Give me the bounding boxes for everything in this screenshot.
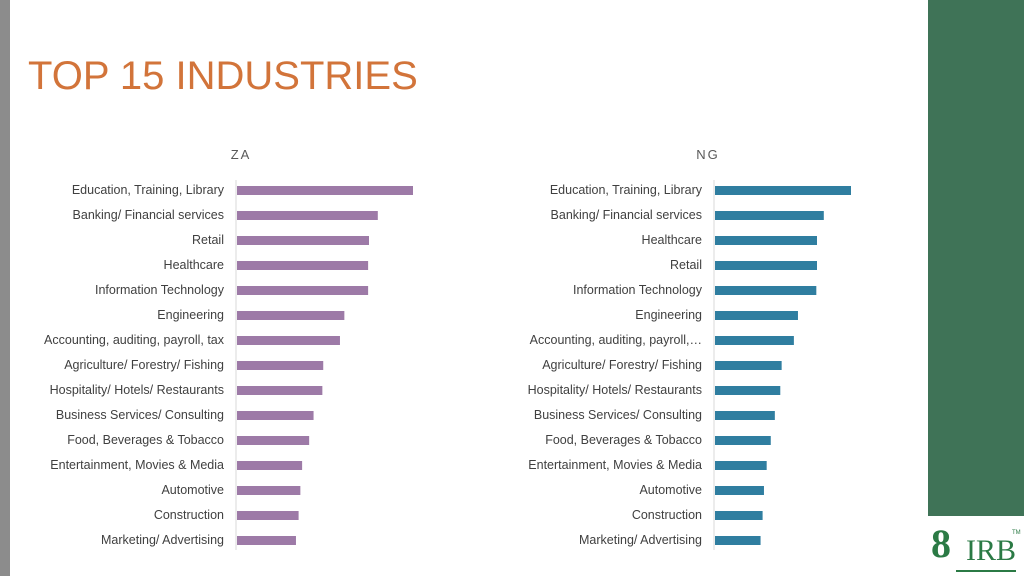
za-bar xyxy=(237,261,369,270)
left-edge-stripe xyxy=(0,0,10,576)
ng-bar xyxy=(715,386,781,395)
za-category-label: Automotive xyxy=(161,483,224,497)
logo-mark-icon: 8 xyxy=(931,521,951,566)
logo-underline xyxy=(956,570,1016,572)
ng-category-label: Construction xyxy=(632,508,702,522)
ng-category-label: Food, Beverages & Tobacco xyxy=(545,433,702,447)
ng-category-label: Banking/ Financial services xyxy=(551,208,702,222)
ng-bar xyxy=(715,461,767,470)
ng-category-label: Healthcare xyxy=(642,233,702,247)
ng-category-label: Accounting, auditing, payroll,… xyxy=(530,333,702,347)
logo-wordmark: IRB xyxy=(966,534,1017,567)
ng-bar-chart: NG Education, Training, Library Banking/ F… xyxy=(528,147,851,550)
za-category-label: Retail xyxy=(192,233,224,247)
ng-category-label: Hospitality/ Hotels/ Restaurants xyxy=(528,383,702,397)
ng-bar xyxy=(715,261,817,270)
za-category-label: Education, Training, Library xyxy=(72,183,225,197)
za-bar xyxy=(237,336,340,345)
ng-category-label: Entertainment, Movies & Media xyxy=(528,458,702,472)
ng-bar xyxy=(715,211,824,220)
za-category-label: Accounting, auditing, payroll, tax xyxy=(44,333,225,347)
ng-bar xyxy=(715,486,764,495)
ng-category-label: Agriculture/ Forestry/ Fishing xyxy=(542,358,702,372)
za-bar xyxy=(237,186,413,195)
ng-category-label: Retail xyxy=(670,258,702,272)
za-category-label: Information Technology xyxy=(95,283,225,297)
ng-bar xyxy=(715,511,763,520)
za-bar xyxy=(237,386,323,395)
za-category-label: Healthcare xyxy=(164,258,224,272)
za-category-label: Marketing/ Advertising xyxy=(101,533,224,547)
za-bar xyxy=(237,486,301,495)
za-bar xyxy=(237,236,369,245)
ng-bar xyxy=(715,311,798,320)
za-bar xyxy=(237,311,345,320)
za-category-label: Banking/ Financial services xyxy=(73,208,224,222)
ng-bar xyxy=(715,361,782,370)
ng-category-label: Engineering xyxy=(635,308,702,322)
za-bar xyxy=(237,211,378,220)
ng-chart-title: NG xyxy=(696,147,720,162)
za-bar xyxy=(237,511,299,520)
za-bar xyxy=(237,286,369,295)
ng-bar xyxy=(715,536,761,545)
irb-logo: 8 IRB TM xyxy=(928,516,1024,576)
za-category-label: Agriculture/ Forestry/ Fishing xyxy=(64,358,224,372)
za-category-label: Hospitality/ Hotels/ Restaurants xyxy=(50,383,224,397)
ng-bar xyxy=(715,336,794,345)
ng-bar xyxy=(715,286,817,295)
ng-category-label: Automotive xyxy=(639,483,702,497)
ng-category-label: Marketing/ Advertising xyxy=(579,533,702,547)
za-bar xyxy=(237,461,303,470)
za-bar xyxy=(237,411,314,420)
ng-category-label: Education, Training, Library xyxy=(550,183,703,197)
page-title: TOP 15 INDUSTRIES xyxy=(28,54,418,98)
za-chart-title: ZA xyxy=(231,147,252,162)
logo-tm: TM xyxy=(1012,530,1021,536)
za-bar xyxy=(237,361,324,370)
za-bar-chart: ZA Education, Training, Library Banking/ F… xyxy=(44,147,413,550)
za-category-label: Food, Beverages & Tobacco xyxy=(67,433,224,447)
ng-bar xyxy=(715,436,771,445)
za-category-label: Entertainment, Movies & Media xyxy=(50,458,224,472)
ng-category-label: Information Technology xyxy=(573,283,703,297)
right-side-band xyxy=(928,0,1024,576)
za-bar xyxy=(237,536,296,545)
za-category-label: Business Services/ Consulting xyxy=(56,408,224,422)
ng-bar xyxy=(715,186,851,195)
ng-bar xyxy=(715,411,775,420)
za-bar xyxy=(237,436,310,445)
ng-bar xyxy=(715,236,817,245)
za-category-label: Construction xyxy=(154,508,224,522)
ng-category-label: Business Services/ Consulting xyxy=(534,408,702,422)
za-category-label: Engineering xyxy=(157,308,224,322)
